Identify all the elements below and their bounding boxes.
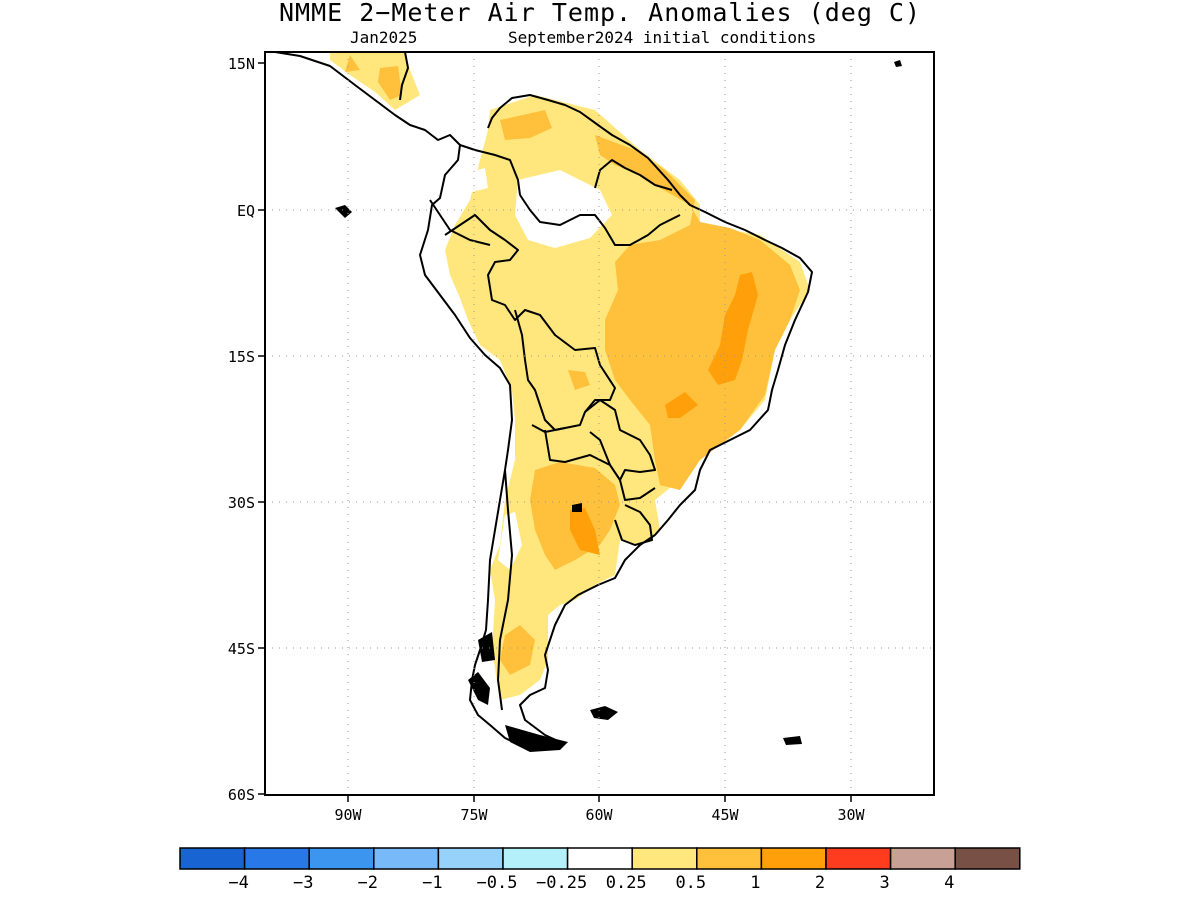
lat-label: 45S [228,640,255,658]
colorbar-swatch [760,847,827,870]
colorbar-swatch [308,847,375,870]
anomaly-field-high [570,272,758,555]
colorbar-label: −2 [358,873,378,893]
lat-label: EQ [237,202,255,220]
lat-label: 15S [228,348,255,366]
initial-conditions: September2024 initial conditions [508,28,817,47]
colorbar-swatch [566,847,633,870]
graticule [265,52,934,795]
colorbar-label: 1 [750,873,760,893]
colorbar: −4 −3 −2 −1 −0.5 −0.25 0.25 0.5 1 2 3 4 [179,847,1021,893]
colorbar-swatch [243,847,310,870]
colorbar-label: −0.5 [477,873,518,893]
colorbar-label: 0.5 [675,873,706,893]
colorbar-label: 3 [879,873,889,893]
axis-ticks [258,62,852,802]
colorbar-swatch [502,847,569,870]
colorbar-swatch [437,847,504,870]
colorbar-label: −0.25 [536,873,587,893]
lon-label: 30W [837,806,865,824]
forecast-month: Jan2025 [350,28,418,47]
colorbar-swatch [179,847,246,870]
colorbar-label: 4 [944,873,954,893]
islands [335,60,902,752]
lon-label: 75W [460,806,488,824]
longitude-labels: 90W 75W 60W 45W 30W [334,806,865,824]
map-title: NMME 2−Meter Air Temp. Anomalies (deg C) [278,0,922,27]
colorbar-label: −1 [422,873,442,893]
lon-label: 45W [711,806,739,824]
colorbar-label: 2 [815,873,825,893]
lat-label: 15N [228,55,255,73]
lon-label: 60W [585,806,613,824]
colorbar-swatch [696,847,763,870]
lon-label: 90W [334,806,362,824]
colorbar-swatch [889,847,956,870]
colorbar-label: −3 [293,873,313,893]
latitude-labels: 15N EQ 15S 30S 45S 60S [228,55,255,804]
lat-label: 30S [228,494,255,512]
colorbar-label: −4 [228,873,248,893]
colorbar-swatch [631,847,698,870]
map-area [274,52,902,752]
colorbar-label: 0.25 [606,873,647,893]
colorbar-swatch [954,847,1021,870]
colorbar-swatch [373,847,440,870]
lat-label: 60S [228,786,255,804]
coastlines [274,52,813,749]
colorbar-swatch [825,847,892,870]
